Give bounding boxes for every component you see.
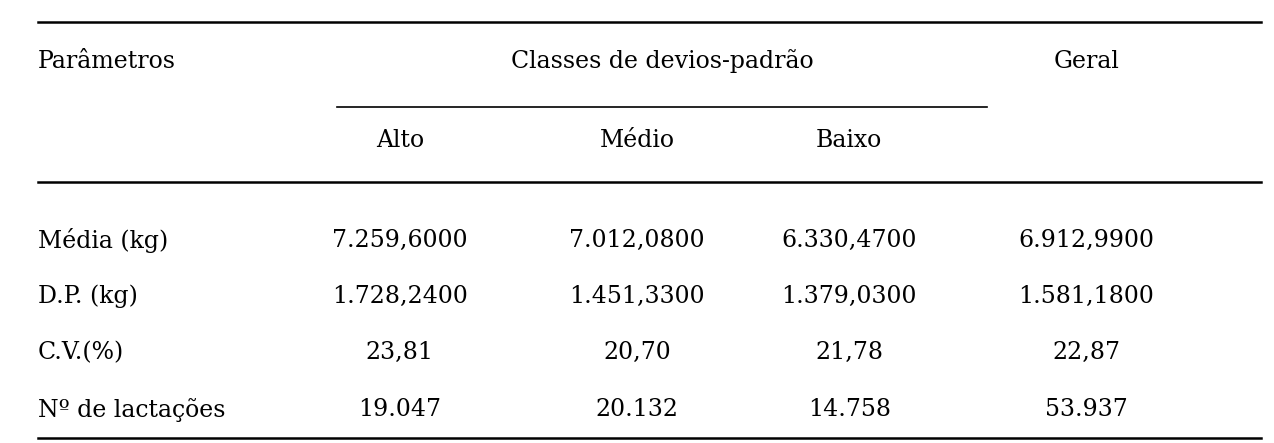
Text: 6.330,4700: 6.330,4700 — [781, 229, 917, 252]
Text: 53.937: 53.937 — [1045, 398, 1127, 421]
Text: Classes de devios-padrão: Classes de devios-padrão — [511, 49, 813, 73]
Text: Parâmetros: Parâmetros — [38, 50, 176, 73]
Text: 19.047: 19.047 — [358, 398, 441, 421]
Text: Geral: Geral — [1054, 50, 1120, 73]
Text: Baixo: Baixo — [817, 129, 883, 152]
Text: 14.758: 14.758 — [808, 398, 891, 421]
Text: 23,81: 23,81 — [366, 341, 433, 364]
Text: Média (kg): Média (kg) — [38, 228, 168, 253]
Text: 21,78: 21,78 — [815, 341, 883, 364]
Text: D.P. (kg): D.P. (kg) — [38, 285, 138, 308]
Text: 7.012,0800: 7.012,0800 — [569, 229, 705, 252]
Text: 1.379,0300: 1.379,0300 — [781, 285, 917, 308]
Text: 1.451,3300: 1.451,3300 — [569, 285, 705, 308]
Text: 20,70: 20,70 — [603, 341, 671, 364]
Text: Nº de lactações: Nº de lactações — [38, 398, 225, 422]
Text: 20.132: 20.132 — [595, 398, 679, 421]
Text: 6.912,9900: 6.912,9900 — [1018, 229, 1154, 252]
Text: 1.728,2400: 1.728,2400 — [331, 285, 468, 308]
Text: C.V.(%): C.V.(%) — [38, 341, 124, 364]
Text: Médio: Médio — [600, 129, 674, 152]
Text: 22,87: 22,87 — [1052, 341, 1120, 364]
Text: 1.581,1800: 1.581,1800 — [1018, 285, 1154, 308]
Text: 7.259,6000: 7.259,6000 — [333, 229, 468, 252]
Text: Alto: Alto — [376, 129, 424, 152]
